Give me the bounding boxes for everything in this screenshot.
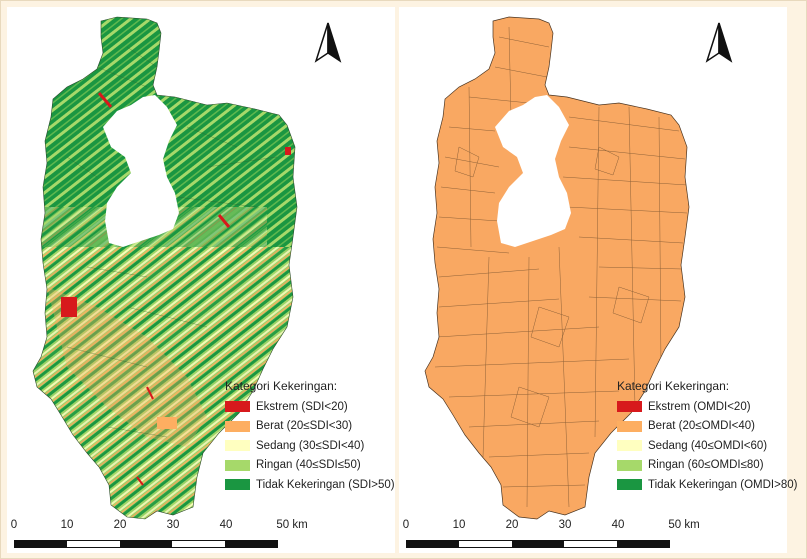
legend-swatch	[617, 440, 642, 452]
north-arrow-icon	[705, 22, 733, 63]
legend-label: Ringan (40≤SDI≤50)	[256, 459, 361, 472]
legend-item: Sedang (40≤OMDI<60)	[617, 436, 787, 456]
legend-item: Sedang (30≤SDI<40)	[225, 436, 395, 456]
legend-swatch	[617, 479, 642, 491]
scale-bar: 0 10 20 30 40 50 km	[10, 519, 308, 549]
legend-swatch	[617, 459, 642, 471]
scale-tick-label: 10	[452, 519, 466, 531]
scale-tick-label: 0	[10, 519, 18, 531]
legend-item: Berat (20≤OMDI<40)	[617, 417, 787, 437]
legend-swatch	[225, 479, 250, 491]
sdi-drought-map	[32, 16, 298, 520]
legend-title: Kategori Kekeringan:	[225, 379, 338, 393]
legend-label: Berat (20≤SDI<30)	[256, 420, 353, 433]
omdi-drought-map	[424, 16, 690, 520]
scale-bar-segments	[406, 540, 670, 548]
scale-tick-label: 40	[611, 519, 625, 531]
legend-label: Berat (20≤OMDI<40)	[648, 420, 755, 433]
legend-swatch	[225, 459, 250, 471]
legend-label: Ringan (60≤OMDI≤80)	[648, 459, 764, 472]
legend-label: Sedang (40≤OMDI<60)	[648, 439, 768, 452]
scale-tick-label: 50 km	[668, 519, 700, 531]
scale-bar-segments	[14, 540, 278, 548]
scale-tick-label: 50 km	[276, 519, 308, 531]
legend-item: Tidak Kekeringan (SDI>50)	[225, 475, 395, 495]
scale-bar: 0 10 20 30 40 50 km	[402, 519, 700, 549]
legend-title: Kategori Kekeringan:	[617, 379, 730, 393]
legend: Kategori Kekeringan: Ekstrem (SDI<20) Be…	[225, 379, 395, 495]
legend-label: Ekstrem (SDI<20)	[256, 400, 348, 413]
legend-label: Ekstrem (OMDI<20)	[648, 400, 751, 413]
legend-item: Ekstrem (OMDI<20)	[617, 397, 787, 417]
legend-label: Tidak Kekeringan (OMDI>80)	[648, 478, 798, 491]
legend-swatch	[225, 440, 250, 452]
legend: Kategori Kekeringan: Ekstrem (OMDI<20) B…	[617, 379, 797, 495]
scale-tick-label: 10	[60, 519, 74, 531]
legend-swatch	[617, 401, 642, 413]
legend-item: Tidak Kekeringan (OMDI>80)	[617, 475, 797, 495]
sdi-map-panel: Kategori Kekeringan: Ekstrem (SDI<20) Be…	[7, 7, 395, 553]
legend-item: Ringan (40≤SDI≤50)	[225, 456, 395, 476]
scale-tick-label: 0	[402, 519, 410, 531]
north-arrow-icon	[314, 22, 342, 63]
scale-tick-label: 30	[558, 519, 572, 531]
legend-label: Tidak Kekeringan (SDI>50)	[256, 478, 395, 491]
scale-tick-label: 20	[113, 519, 127, 531]
scale-tick-label: 20	[505, 519, 519, 531]
legend-item: Ekstrem (SDI<20)	[225, 397, 395, 417]
legend-item: Berat (20≤SDI<30)	[225, 417, 395, 437]
legend-swatch	[225, 401, 250, 413]
legend-item: Ringan (60≤OMDI≤80)	[617, 456, 787, 476]
legend-swatch	[617, 420, 642, 432]
legend-label: Sedang (30≤SDI<40)	[256, 439, 365, 452]
omdi-map-panel: Kategori Kekeringan: Ekstrem (OMDI<20) B…	[399, 7, 797, 553]
scale-tick-label: 40	[219, 519, 233, 531]
scale-tick-label: 30	[166, 519, 180, 531]
legend-swatch	[225, 420, 250, 432]
